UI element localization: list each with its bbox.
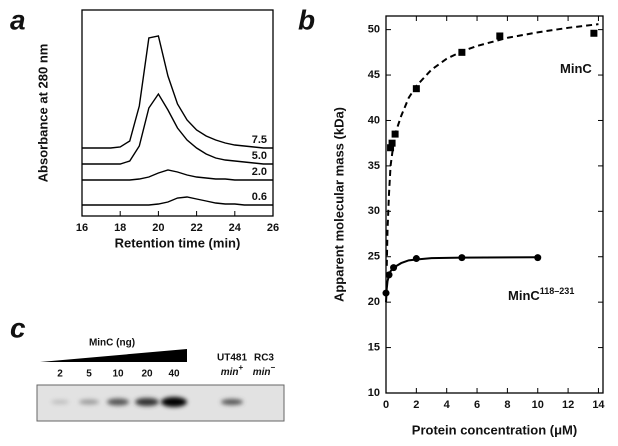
y-tick-label: 15	[368, 341, 380, 353]
series-label: 2.0	[252, 166, 267, 178]
x-axis-label: Protein concentration (μM)	[412, 422, 577, 437]
trace	[82, 169, 273, 181]
point	[590, 29, 598, 37]
gel	[36, 384, 285, 422]
x-tick-label: 22	[190, 222, 202, 234]
x-tick-label: 4	[444, 399, 451, 411]
point	[412, 85, 420, 93]
genotype-sup: −	[271, 363, 276, 372]
band	[161, 397, 187, 407]
point	[496, 32, 504, 40]
x-tick-label: 6	[474, 399, 480, 411]
trace	[82, 35, 273, 149]
band	[135, 398, 159, 406]
x-tick-label: 18	[114, 222, 126, 234]
y-tick-label: 40	[368, 114, 380, 126]
lane-label: 20	[141, 369, 153, 380]
point	[534, 254, 542, 262]
band	[221, 399, 243, 405]
bands	[51, 397, 243, 407]
point	[382, 289, 390, 297]
trace	[82, 196, 273, 206]
strain-label: UT481	[217, 353, 247, 364]
series-label: 5.0	[252, 150, 267, 162]
genotype-sup: +	[239, 363, 244, 372]
x-tick-label: 12	[562, 399, 574, 411]
x-tick-label: 8	[504, 399, 510, 411]
y-tick-label: 25	[368, 251, 380, 263]
point	[391, 130, 399, 138]
wedge-label: MinC (ng)	[89, 338, 135, 349]
point	[390, 264, 398, 272]
fit-curve	[385, 23, 599, 266]
point	[387, 144, 395, 152]
point	[458, 254, 466, 262]
point	[385, 271, 393, 279]
y-axis-label: Absorbance at 280 nm	[35, 44, 50, 183]
x-tick-label: 10	[532, 399, 544, 411]
wedge	[40, 349, 187, 362]
x-tick-label: 2	[413, 399, 419, 411]
band	[51, 400, 69, 404]
series-name: MinC	[560, 61, 592, 76]
lane-label: 40	[168, 369, 180, 380]
genotype-label: min−	[253, 363, 276, 378]
y-tick-label: 50	[368, 24, 380, 36]
strain-label: RC3	[254, 353, 274, 364]
series-name: MinC	[508, 288, 540, 303]
y-tick-label: 35	[368, 160, 380, 172]
point	[412, 255, 420, 263]
trace	[82, 92, 273, 165]
y-tick-label: 45	[368, 69, 380, 81]
band	[107, 398, 129, 406]
x-tick-label: 16	[76, 222, 88, 234]
series-label: 7.5	[252, 134, 267, 146]
x-tick-label: 0	[383, 399, 389, 411]
y-axis-label: Apparent molecular mass (kDa)	[331, 107, 346, 302]
y-tick-label: 30	[368, 205, 380, 217]
plot-frame	[81, 9, 274, 217]
y-tick-label: 10	[368, 387, 380, 399]
series-label: 0.6	[252, 191, 267, 203]
plot-frame	[385, 15, 604, 394]
fit-curve	[385, 256, 538, 303]
genotype: min	[221, 367, 239, 378]
point	[458, 48, 466, 56]
panel-label: a	[10, 4, 26, 35]
x-tick-label: 14	[592, 399, 605, 411]
series-label: MinC	[560, 61, 592, 76]
point	[388, 139, 396, 147]
band	[79, 399, 99, 405]
x-axis-label: Retention time (min)	[115, 235, 241, 250]
x-tick-label: 24	[229, 222, 242, 234]
genotype-label: min+	[221, 363, 244, 378]
panel-label: c	[10, 312, 26, 343]
series-name-sup: 118–231	[540, 286, 575, 296]
series-label: MinC118–231	[508, 286, 574, 303]
lane-label: 10	[112, 369, 124, 380]
lane-label: 2	[57, 369, 63, 380]
genotype: min	[253, 367, 271, 378]
x-tick-label: 20	[152, 222, 164, 234]
lane-label: 5	[86, 369, 92, 380]
panel-label: b	[298, 4, 315, 35]
x-tick-label: 26	[267, 222, 279, 234]
y-tick-label: 20	[368, 296, 380, 308]
